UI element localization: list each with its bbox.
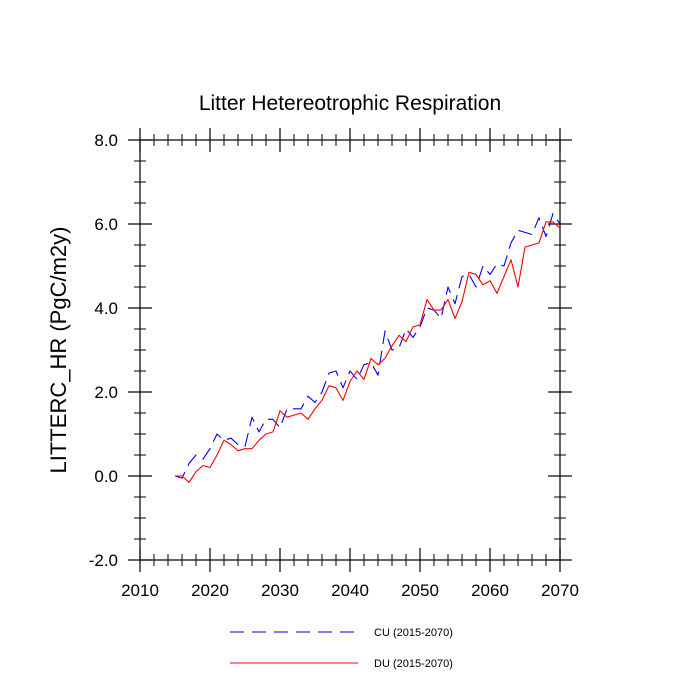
x-tick-label: 2070	[541, 581, 579, 600]
x-tick-label: 2040	[331, 581, 369, 600]
x-tick-label: 2060	[471, 581, 509, 600]
series-layer	[174, 212, 561, 483]
y-tick-label: 0.0	[94, 467, 118, 486]
legend-label-du: DU (2015-2070)	[374, 658, 453, 670]
chart-title: Litter Hetereotrophic Respiration	[199, 92, 501, 115]
y-axis-label: LITTERC_HR (PgC/m2y)	[46, 227, 71, 474]
y-tick-label: 2.0	[94, 383, 118, 402]
y-tick-label: -2.0	[89, 551, 118, 570]
x-tick-label: 2010	[121, 581, 159, 600]
x-tick-label: 2030	[261, 581, 299, 600]
series-line-cu	[174, 212, 561, 479]
legend-label-cu: CU (2015-2070)	[374, 627, 453, 639]
x-tick-label: 2020	[191, 581, 229, 600]
legend: CU (2015-2070) DU (2015-2070)	[230, 627, 453, 670]
y-tick-label: 4.0	[94, 299, 118, 318]
y-tick-label: 6.0	[94, 215, 118, 234]
series-line-du	[175, 221, 561, 483]
x-tick-label: 2050	[401, 581, 439, 600]
axis-ticks: 2010 2020 2030 2040 2050 2060 2070 -2.0 0.0 2.0 4.…	[89, 128, 579, 600]
plot-frame	[139, 139, 561, 561]
y-tick-label: 8.0	[94, 131, 118, 150]
